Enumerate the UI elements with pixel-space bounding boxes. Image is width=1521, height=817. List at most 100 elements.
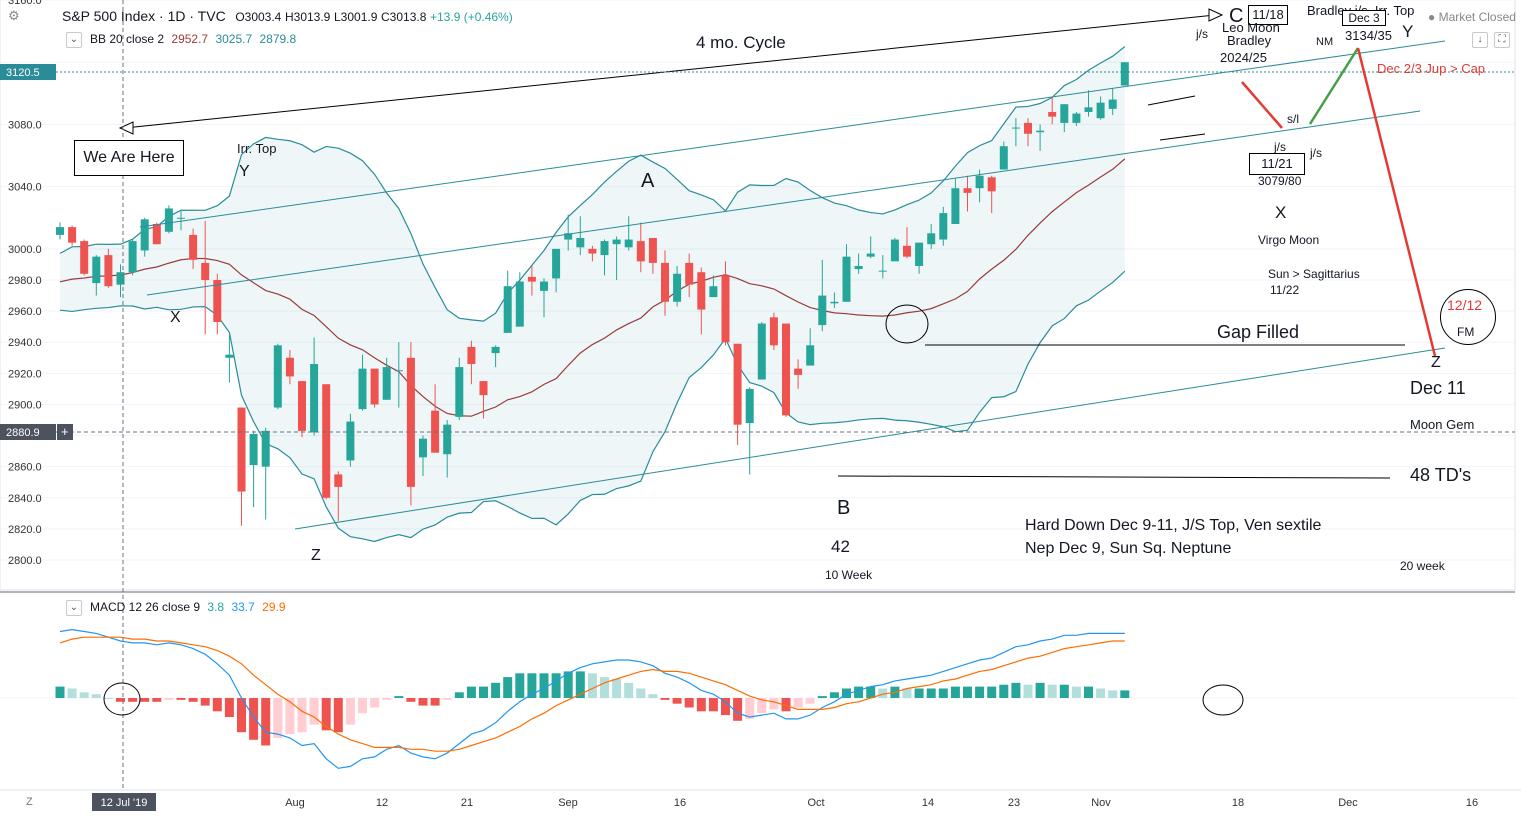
- settings-icon[interactable]: ⚙: [8, 8, 20, 23]
- candle-oct-4: [757, 321, 766, 380]
- candle-body: [261, 430, 270, 467]
- candle-nov-1: [999, 141, 1008, 170]
- macd-hist-bar-18: [273, 698, 283, 738]
- candle-oct-29: [963, 175, 972, 212]
- macd-circle-left: [103, 682, 141, 716]
- candle-aug-30: [467, 340, 476, 385]
- price-tick-7: 2940.0: [8, 337, 42, 349]
- candle-sep-16: [588, 245, 597, 262]
- macd-hist-bar-43: [575, 671, 585, 698]
- macd-hist-bar-9: [164, 698, 174, 700]
- candle-body: [612, 239, 621, 245]
- candle-body: [636, 241, 645, 262]
- candle-nov-6: [1036, 124, 1045, 151]
- macd-hist-bar-46: [612, 679, 622, 698]
- candle-jul-25: [152, 222, 161, 245]
- candle-aug-8: [273, 343, 282, 410]
- macd-hist-bar-26: [370, 698, 380, 708]
- candle-body: [927, 233, 936, 245]
- candle-sep-25: [673, 265, 682, 307]
- wave-a: A: [641, 170, 655, 192]
- price-tick-0: 3160.0: [8, 0, 42, 7]
- candle-body: [866, 253, 875, 257]
- candle-body: [322, 384, 331, 498]
- candle-body: [709, 286, 718, 298]
- candle-sep-13: [576, 216, 585, 256]
- green-projection: [1308, 47, 1360, 125]
- candle-oct-10: [806, 328, 815, 366]
- candle-oct-2: [733, 343, 742, 445]
- channel-upper-line: [139, 40, 1446, 228]
- candle-body: [648, 237, 657, 263]
- cycle-arrow-left-head: [118, 121, 134, 135]
- macd-hist-bar-51: [672, 698, 682, 704]
- macd-hist-bar-37: [503, 677, 513, 698]
- macd-hist-bar-44: [587, 673, 597, 698]
- cursor-time-tag: 12 Jul '19: [101, 797, 148, 809]
- candle-body: [503, 286, 512, 333]
- macd-hist-bar-75: [963, 686, 972, 698]
- macd-hist-bar-39: [527, 673, 537, 698]
- candle-body: [685, 262, 694, 285]
- cursor-price-tag: 2880.9: [6, 427, 40, 439]
- wave-z2: Z: [1431, 354, 1441, 371]
- price-tick-4: 3000.0: [8, 244, 42, 256]
- candle-jul-17: [80, 239, 89, 276]
- macd-hist-bar-80: [1023, 684, 1033, 698]
- macd-hist-value: 3.8: [207, 600, 225, 614]
- candle-body: [152, 223, 161, 245]
- price-pane-border: [0, 0, 1516, 591]
- macd-hist-bar-48: [636, 688, 646, 698]
- collapse-bb-button[interactable]: ⌄: [66, 32, 82, 48]
- virgo-moon-label: Virgo Moon: [1258, 233, 1320, 247]
- macd-signal-line: [59, 636, 1125, 752]
- candle-body: [285, 357, 294, 377]
- macd-hist-bar-17: [261, 698, 271, 746]
- macd-hist-bar-83: [1059, 684, 1069, 698]
- ten-week-label: 10 Week: [825, 568, 873, 582]
- time-tick-4: Sep: [558, 797, 578, 809]
- time-tick-2: 12: [376, 797, 388, 809]
- macd-hist-bar-52: [684, 698, 694, 708]
- box-dec3: Dec 3: [1342, 10, 1386, 26]
- scroll-down-button[interactable]: ↓: [1472, 32, 1488, 48]
- macd-hist-bar-85: [1084, 686, 1093, 698]
- candle-body: [540, 281, 548, 291]
- macd-line: [59, 628, 1125, 769]
- macd-hist-bar-71: [914, 688, 924, 698]
- candle-oct-28: [951, 178, 960, 224]
- time-tick-8: 23: [1008, 797, 1020, 809]
- fullscreen-button[interactable]: ⛶: [1494, 32, 1510, 48]
- candle-body: [225, 354, 234, 358]
- price-tick-13: 2820.0: [8, 524, 42, 536]
- macd-hist-bar-77: [987, 686, 997, 698]
- cursor-plus-bg: [57, 424, 73, 440]
- candle-aug-23: [406, 342, 415, 506]
- timezone-icon[interactable]: Z: [26, 796, 33, 808]
- macd-signal-value: 29.9: [262, 600, 286, 614]
- candle-nov-15: [1120, 62, 1129, 86]
- macd-hist-bar-2: [79, 692, 89, 698]
- macd-hist-bar-45: [600, 677, 609, 698]
- candle-body: [854, 265, 863, 270]
- macd-hist-bar-34: [466, 686, 476, 698]
- bb-legend: BB 20 close 2 2952.7 3025.7 2879.8: [90, 32, 296, 46]
- macd-hist-bar-67: [866, 686, 876, 698]
- time-tick-1: Aug: [285, 797, 305, 809]
- macd-hist-bar-82: [1047, 684, 1057, 698]
- candle-oct-17: [866, 236, 875, 259]
- collapse-macd-button[interactable]: ⌄: [66, 600, 82, 616]
- candle-aug-6: [249, 430, 258, 508]
- candle-oct-23: [915, 242, 924, 274]
- wave-b: B: [837, 497, 851, 519]
- macd-layer: [0, 628, 1515, 769]
- moon-gem-label: Moon Gem: [1410, 417, 1475, 432]
- macd-hist-bar-22: [321, 698, 331, 731]
- candle-oct-18: [878, 255, 887, 279]
- macd-hist-bar-1: [67, 688, 77, 698]
- macd-hist-bar-13: [212, 698, 222, 712]
- macd-hist-bar-32: [442, 698, 452, 700]
- candle-oct-11: [818, 259, 827, 332]
- fm-date: 12/12: [1447, 297, 1483, 313]
